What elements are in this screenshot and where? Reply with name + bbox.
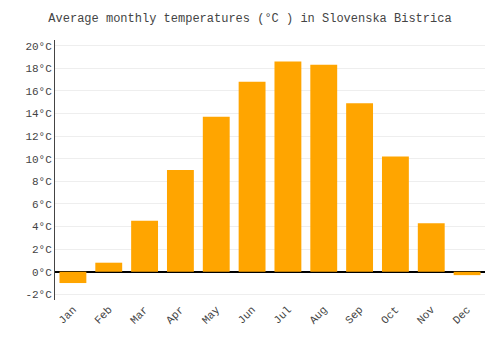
svg-text:Aug: Aug [307, 304, 329, 326]
svg-text:Nov: Nov [415, 304, 438, 327]
svg-text:12°C: 12°C [25, 131, 52, 143]
svg-text:10°C: 10°C [25, 154, 52, 166]
svg-text:Dec: Dec [451, 304, 473, 326]
svg-text:Average monthly temperatures (: Average monthly temperatures (°C ) in Sl… [48, 12, 451, 26]
svg-text:May: May [200, 304, 223, 327]
svg-text:Apr: Apr [164, 304, 186, 326]
svg-text:18°C: 18°C [25, 63, 52, 75]
svg-text:-2°C: -2°C [25, 289, 52, 301]
svg-text:16°C: 16°C [25, 86, 52, 98]
svg-text:Mar: Mar [128, 304, 150, 326]
svg-text:Jan: Jan [56, 304, 78, 326]
svg-text:8°C: 8°C [32, 176, 52, 188]
svg-text:20°C: 20°C [25, 41, 52, 53]
svg-text:4°C: 4°C [32, 221, 52, 233]
svg-text:Oct: Oct [379, 304, 401, 326]
svg-text:Jul: Jul [271, 304, 293, 326]
svg-text:Jun: Jun [236, 304, 258, 326]
svg-text:14°C: 14°C [25, 108, 52, 120]
svg-text:6°C: 6°C [32, 199, 52, 211]
svg-text:2°C: 2°C [32, 244, 52, 256]
svg-text:Feb: Feb [92, 304, 114, 326]
svg-text:0°C: 0°C [32, 267, 52, 279]
svg-text:Sep: Sep [343, 304, 365, 326]
